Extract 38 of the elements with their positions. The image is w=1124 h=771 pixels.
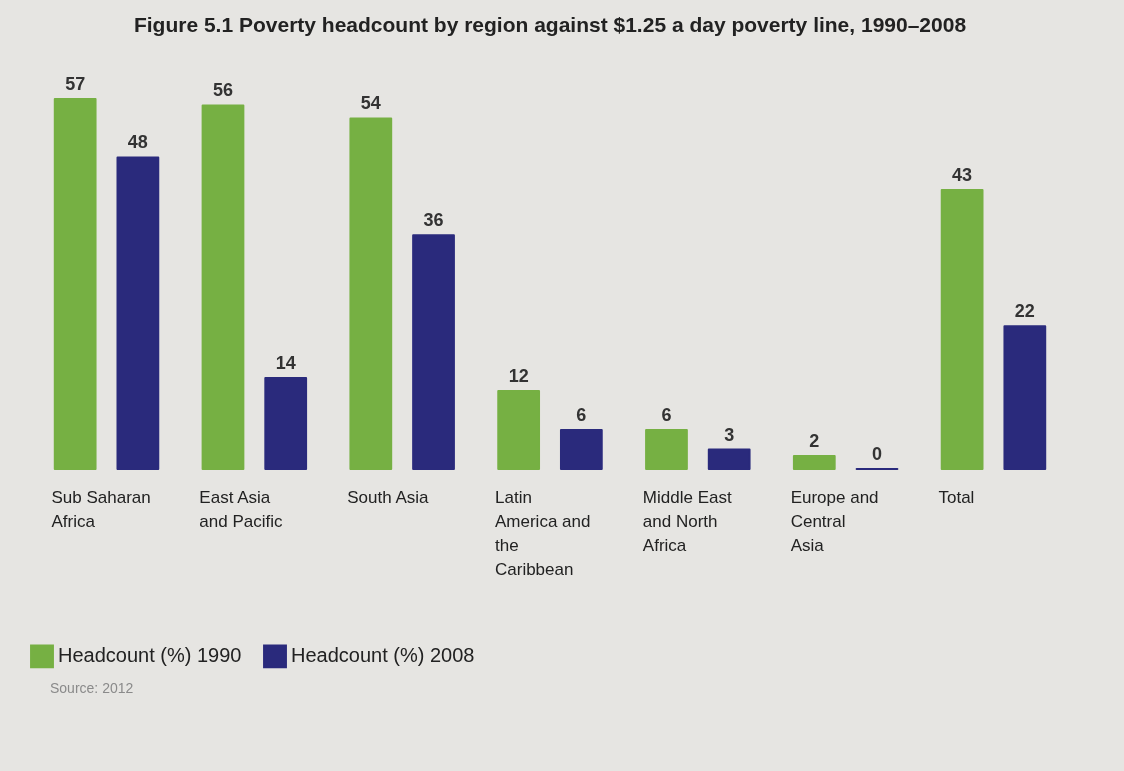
data-label: 12 <box>508 366 529 387</box>
data-label: 36 <box>423 210 444 231</box>
bar <box>707 448 751 470</box>
x-tick-label: Latin America and the Caribbean <box>495 487 591 579</box>
data-label: 56 <box>212 80 234 101</box>
bar <box>940 188 984 470</box>
x-tick-label: Sub Saharan Africa <box>51 487 151 531</box>
data-label: 2 <box>809 431 820 452</box>
bar <box>412 234 455 470</box>
source-note: Source: 2012 <box>50 680 135 696</box>
bar <box>116 156 160 470</box>
bar <box>349 117 393 470</box>
x-tick-label: South Asia <box>347 487 429 507</box>
bar <box>1003 325 1047 470</box>
chart-title: Figure 5.1 Poverty headcount by region against $1.25 a day poverty line, 1990–2008 <box>133 13 967 36</box>
data-label: 22 <box>1014 301 1035 322</box>
bar <box>53 98 97 470</box>
data-label: 57 <box>65 74 86 94</box>
bar <box>201 104 245 470</box>
data-label: 43 <box>952 164 973 185</box>
x-tick-label: Middle East and North Africa <box>642 487 732 555</box>
data-label: 3 <box>724 424 735 445</box>
data-label: 0 <box>872 444 883 464</box>
data-label: 14 <box>275 353 296 374</box>
x-tick-label: East Asia and Pacific <box>199 487 284 531</box>
bar <box>497 390 541 470</box>
bar <box>559 429 603 470</box>
legend-label: Headcount (%) 1990 <box>58 644 242 667</box>
bar <box>792 455 836 470</box>
bar <box>264 377 308 470</box>
bar <box>645 429 688 470</box>
data-label: 54 <box>360 93 381 114</box>
data-label: 48 <box>127 132 148 153</box>
data-label: 6 <box>576 405 587 426</box>
data-label: 6 <box>661 405 672 426</box>
x-tick-label: Total <box>938 487 975 507</box>
x-tick-label: Europe and Central Asia <box>790 487 879 555</box>
legend-label: Headcount (%) 2008 <box>291 644 475 667</box>
